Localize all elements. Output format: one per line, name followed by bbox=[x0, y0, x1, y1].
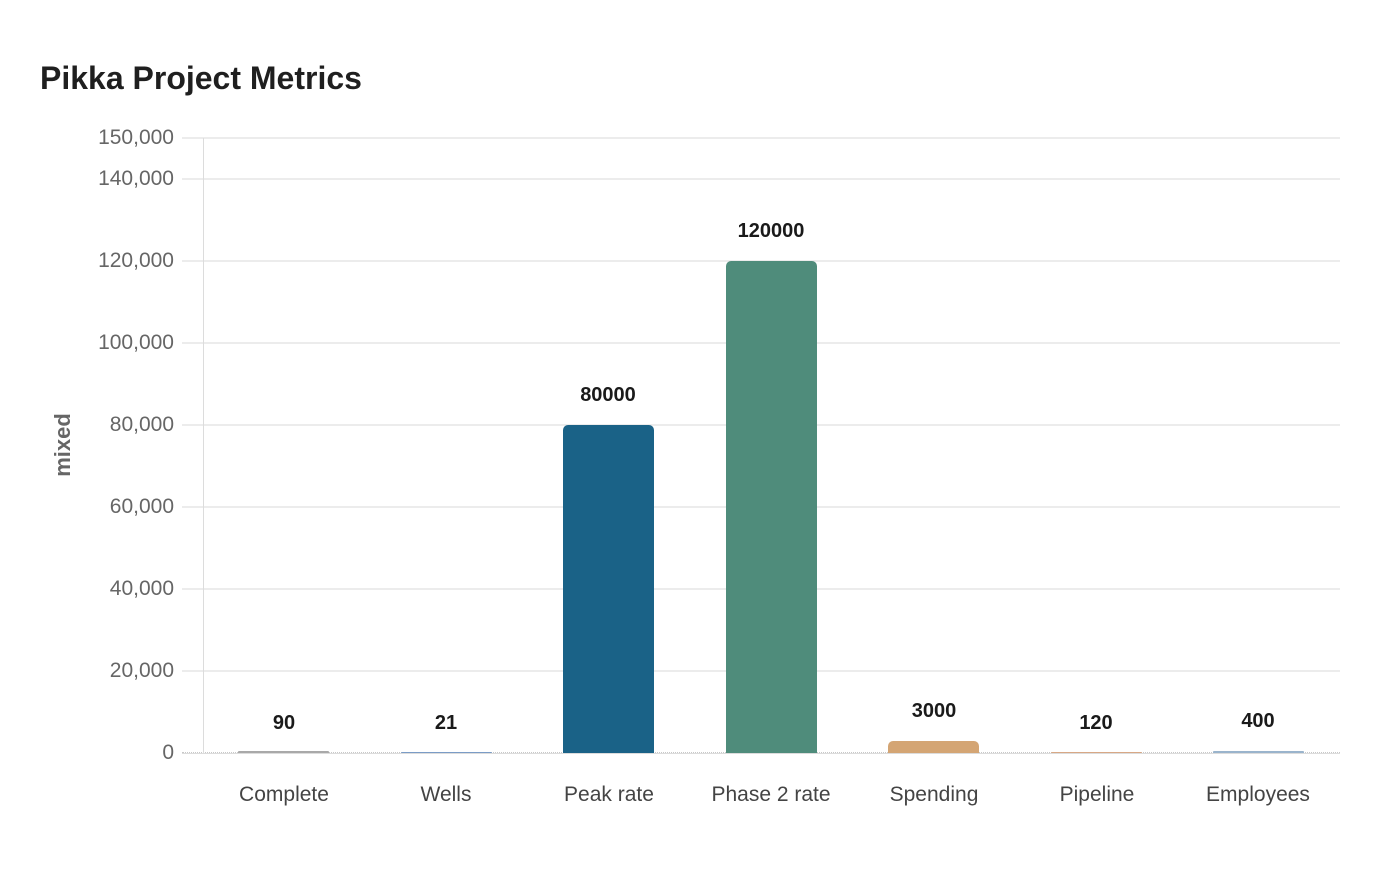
value-label: 3000 bbox=[911, 700, 957, 722]
value-label: 21 bbox=[434, 712, 458, 734]
gridline bbox=[182, 178, 1340, 180]
y-tick: 20,000 bbox=[109, 659, 174, 682]
y-tick: 60,000 bbox=[109, 495, 174, 518]
bar-peak-rate[interactable] bbox=[563, 425, 654, 753]
y-tick: 100,000 bbox=[98, 331, 174, 354]
x-tick-label: Complete bbox=[239, 783, 329, 806]
y-axis-label: mixed bbox=[50, 413, 75, 477]
bar-employees[interactable] bbox=[1213, 751, 1304, 753]
value-label: 80000 bbox=[580, 384, 636, 406]
value-label: 120 bbox=[1079, 712, 1113, 734]
x-tick-label: Spending bbox=[889, 783, 979, 806]
bar-complete[interactable] bbox=[238, 751, 329, 753]
x-tick-label: Phase 2 rate bbox=[711, 783, 831, 806]
y-tick: 120,000 bbox=[98, 249, 174, 272]
x-tick-label: Employees bbox=[1206, 783, 1310, 806]
value-label: 90 bbox=[272, 712, 296, 734]
bar-pipeline[interactable] bbox=[1051, 752, 1142, 753]
y-tick: 150,000 bbox=[98, 126, 174, 149]
value-label: 120000 bbox=[737, 220, 805, 242]
gridline bbox=[182, 137, 1340, 139]
y-axis-line bbox=[203, 138, 204, 754]
x-tick-label: Pipeline bbox=[1059, 783, 1135, 806]
y-tick: 80,000 bbox=[109, 413, 174, 436]
bar-spending[interactable] bbox=[888, 741, 979, 753]
x-tick-label: Peak rate bbox=[564, 783, 654, 806]
x-tick-label: Wells bbox=[420, 783, 472, 806]
value-label: 400 bbox=[1241, 710, 1275, 732]
y-tick: 0 bbox=[162, 741, 174, 764]
bar-phase-2-rate[interactable] bbox=[726, 261, 817, 753]
y-tick: 40,000 bbox=[109, 577, 174, 600]
y-tick: 140,000 bbox=[98, 167, 174, 190]
bar-wells[interactable] bbox=[401, 752, 492, 753]
chart-title: Pikka Project Metrics bbox=[40, 60, 362, 96]
